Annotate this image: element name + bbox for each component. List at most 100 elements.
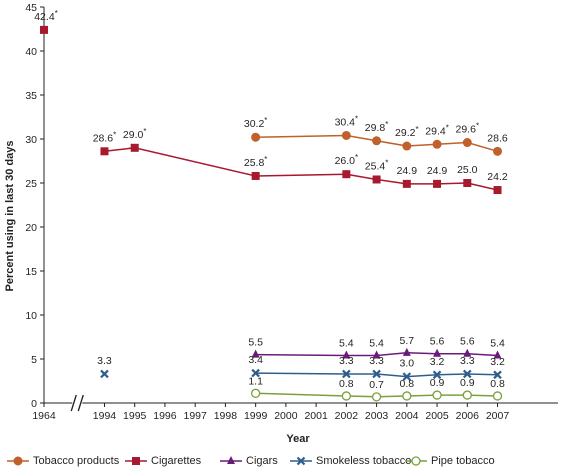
pipe-tobacco-legend-marker	[411, 456, 421, 466]
pipe-tobacco-point	[341, 391, 352, 401]
cigarettes-data-label: 25.8*	[244, 155, 268, 169]
cigars-data-label: 5.4	[339, 337, 354, 349]
cigarettes-data-label: 29.0*	[123, 127, 147, 141]
cigarettes-point	[40, 25, 48, 34]
y-axis-title: Percent using in last 30 days	[4, 140, 16, 291]
significance-marker: *	[355, 114, 358, 123]
cigarettes-data-label: 26.0*	[335, 153, 359, 167]
tobacco-products-point	[493, 146, 503, 156]
cigars-data-label: 5.4	[490, 337, 505, 349]
cigarettes-data-label: 42.4*	[34, 9, 58, 23]
pipe-tobacco-point	[492, 391, 503, 401]
y-tick-label: 5	[31, 354, 37, 366]
significance-marker: *	[264, 155, 267, 164]
tobacco-products-data-label: 29.2*	[395, 125, 419, 139]
pipe-tobacco-point	[250, 388, 261, 398]
pipe-tobacco-data-label: 0.8	[339, 378, 354, 390]
tobacco-products-point	[251, 132, 261, 142]
cigars-point	[372, 350, 381, 359]
tobacco-products-legend-swatch	[7, 456, 29, 466]
cigarettes-point	[100, 147, 109, 156]
cigars-point	[493, 350, 502, 359]
cigars-data-label: 5.5	[248, 337, 263, 349]
significance-marker: *	[113, 130, 116, 139]
cigars-legend-swatch	[220, 456, 242, 464]
cigarettes-point	[251, 171, 260, 180]
x-tick-label: 1997	[183, 410, 207, 422]
tobacco-products-data-label: 29.4*	[425, 123, 449, 137]
legend-item-smokeless-tobacco: Smokeless tobacco	[289, 452, 411, 470]
x-tick-label: 2001	[304, 410, 328, 422]
cigars-legend-marker	[227, 456, 235, 464]
x-tick-label: 2002	[335, 410, 359, 422]
tobacco-products-data-label: 30.4*	[335, 114, 359, 128]
pipe-tobacco-data-label: 1.1	[248, 375, 263, 387]
y-tick-label: 15	[25, 266, 37, 278]
smokeless-tobacco-legend-marker	[296, 456, 306, 466]
significance-marker: *	[446, 123, 449, 132]
smokeless-tobacco-data-label: 3.2	[490, 356, 505, 368]
cigars-data-label: 5.7	[400, 335, 415, 347]
x-tick-label: 2005	[425, 410, 449, 422]
x-axis-ticks: 1964 1994 1995 1996 1997 1998 1999 2000 2001 2002…	[32, 403, 509, 422]
x-tick-label: 1999	[244, 410, 268, 422]
smokeless-tobacco-data-label: 3.2	[430, 356, 445, 368]
smokeless-tobacco-point	[100, 369, 109, 379]
smokeless-tobacco-point	[463, 369, 472, 379]
smokeless-tobacco-data-label: 3.0	[400, 358, 415, 370]
tobacco-products-point	[402, 141, 412, 151]
series-markers	[40, 25, 503, 402]
pipe-tobacco-point	[432, 390, 442, 400]
cigarettes-point	[493, 186, 502, 195]
y-tick-label: 0	[31, 398, 37, 410]
x-tick-label: 2007	[486, 410, 510, 422]
x-tick-label: 2000	[274, 410, 298, 422]
tobacco-products-point	[432, 139, 442, 149]
legend-item-cigars: Cigars	[219, 452, 278, 470]
legend-item-tobacco-products: Tobacco products	[6, 452, 119, 470]
legend-item-pipe-tobacco: Pipe tobacco	[404, 452, 495, 470]
significance-marker: *	[264, 116, 267, 125]
cigars-data-label: 5.6	[430, 336, 445, 348]
y-tick-label: 10	[25, 310, 37, 322]
axis-break-mark	[77, 394, 84, 412]
significance-marker: *	[355, 153, 358, 162]
smokeless-tobacco-point	[372, 369, 381, 379]
x-tick-label: 1964	[32, 410, 56, 422]
cigarettes-point	[433, 179, 442, 188]
significance-marker: *	[415, 125, 418, 134]
pipe-tobacco-legend-swatch	[405, 456, 427, 466]
pipe-tobacco-point	[462, 390, 472, 400]
x-tick-label: 1996	[153, 410, 177, 422]
cigars-point	[402, 347, 411, 356]
tobacco-products-point	[462, 138, 472, 148]
y-tick-label: 25	[25, 178, 37, 190]
cigars-point	[463, 348, 472, 357]
pipe-tobacco-point	[371, 392, 382, 402]
smokeless-tobacco-point	[493, 370, 502, 380]
cigarettes-data-label: 25.0	[457, 164, 478, 176]
x-tick-label: 2003	[365, 410, 389, 422]
tobacco-products-legend-marker	[13, 456, 23, 466]
data-labels: 30.2* 30.4* 29.8* 29.2* 29.4* 29.6* 28.6 42.4* 2…	[34, 9, 508, 391]
smokeless-tobacco-point	[342, 369, 351, 379]
x-tick-label: 1998	[214, 410, 238, 422]
x-axis-title: Year	[286, 433, 310, 445]
pipe-tobacco-data-label: 0.8	[490, 378, 505, 390]
axes	[43, 7, 558, 413]
smokeless-tobacco-data-label: 3.3	[460, 355, 475, 367]
smokeless-tobacco-data-label: 3.3	[339, 355, 354, 367]
tobacco-products-data-label: 28.6	[487, 132, 508, 144]
cigarettes-legend-marker	[132, 457, 140, 465]
pipe-tobacco-data-label: 0.7	[369, 379, 384, 391]
significance-marker: *	[385, 158, 388, 167]
significance-marker: *	[143, 127, 146, 136]
y-tick-label: 30	[25, 134, 37, 146]
significance-marker: *	[476, 122, 479, 131]
y-tick-label: 40	[25, 46, 37, 58]
x-tick-label: 1994	[93, 410, 117, 422]
cigarettes-data-label: 24.2	[487, 171, 508, 183]
significance-marker: *	[55, 9, 58, 18]
smokeless-tobacco-data-label: 3.3	[369, 355, 384, 367]
legend: Tobacco products Cigarettes Cigars Smokeles…	[0, 452, 567, 470]
